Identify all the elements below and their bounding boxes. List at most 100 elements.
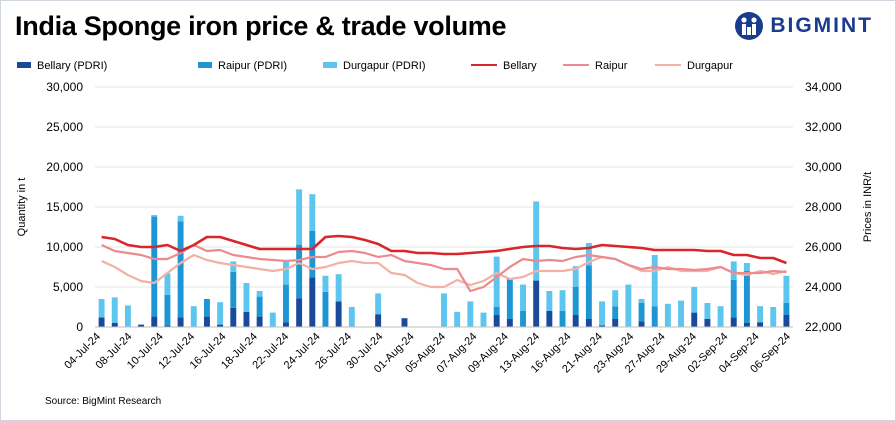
- bar-durgapur-pdri-6: [177, 215, 184, 222]
- bar-durgapur-pdri-2: [124, 305, 131, 327]
- bar-series: [98, 189, 790, 327]
- bar-durgapur-pdri-33: [533, 201, 540, 281]
- line-series: [101, 234, 787, 293]
- bar-durgapur-pdri-44: [678, 300, 685, 327]
- bar-raipur-pdri-49: [743, 271, 750, 323]
- bar-bellary-pdri-48: [730, 317, 737, 327]
- bar-durgapur-pdri-41: [638, 299, 645, 303]
- line-durgapur: [101, 253, 787, 289]
- bar-bellary-pdri-45: [691, 312, 698, 327]
- y-left-tick-label: 25,000: [46, 120, 83, 134]
- bar-bellary-pdri-6: [177, 317, 184, 327]
- bar-durgapur-pdri-43: [664, 303, 671, 327]
- bar-bellary-pdri-41: [638, 321, 645, 327]
- bar-durgapur-pdri-27: [454, 311, 461, 327]
- bar-raipur-pdri-31: [506, 279, 513, 319]
- bar-durgapur-pdri-35: [559, 290, 566, 311]
- bar-durgapur-pdri-51: [770, 307, 777, 327]
- bar-raipur-pdri-32: [520, 311, 526, 327]
- bar-bellary-pdri-46: [704, 319, 711, 327]
- y-right-tick-label: 26,000: [805, 240, 842, 254]
- bar-bellary-pdri-31: [506, 319, 513, 327]
- chart-canvas: Bellary (PDRI) Raipur (PDRI) Durgapur (PDR…: [16, 60, 874, 375]
- bar-bellary-pdri-3: [138, 324, 145, 327]
- gridlines: [95, 86, 793, 328]
- bar-durgapur-pdri-13: [269, 312, 276, 327]
- bar-durgapur-pdri-42: [651, 255, 658, 307]
- bar-durgapur-pdri-10: [230, 261, 237, 272]
- bar-durgapur-pdri-11: [243, 283, 250, 312]
- bar-durgapur-pdri-39: [612, 290, 619, 307]
- bar-raipur-pdri-15: [296, 244, 303, 299]
- axes: 0 22,000 5,000 24,000 10,000 26,000 15,000 28,0…: [16, 80, 874, 375]
- bar-bellary-pdri-8: [203, 316, 210, 327]
- legend-label-2: Durgapur (PDRI): [343, 60, 426, 72]
- bar-durgapur-pdri-26: [441, 293, 447, 327]
- legend-label-3: Bellary: [503, 60, 537, 72]
- source-note: Source: BigMint Research: [45, 396, 162, 407]
- bar-raipur-pdri-39: [612, 306, 619, 319]
- y-right-axis-title: Prices in INR/t: [862, 172, 874, 242]
- bar-durgapur-pdri-48: [730, 261, 737, 280]
- bar-bellary-pdri-38: [599, 325, 606, 327]
- y-left-tick-label: 5,000: [53, 280, 83, 294]
- y-left-axis-title: Quantity in t: [16, 178, 28, 237]
- bar-bellary-pdri-0: [98, 317, 105, 327]
- legend: Bellary (PDRI) Raipur (PDRI) Durgapur (PDR…: [17, 60, 733, 72]
- bar-bellary-pdri-18: [335, 301, 342, 327]
- bar-durgapur-pdri-52: [783, 275, 790, 303]
- line-bellary: [101, 234, 787, 265]
- bar-durgapur-pdri-4: [151, 215, 158, 217]
- bar-durgapur-pdri-18: [335, 274, 342, 302]
- bar-bellary-pdri-23: [401, 318, 408, 327]
- bar-raipur-pdri-37: [585, 265, 592, 319]
- bar-durgapur-pdri-28: [467, 301, 474, 327]
- bar-durgapur-pdri-5: [164, 273, 171, 295]
- bar-durgapur-pdri-49: [743, 263, 750, 271]
- bar-bellary-pdri-5: [164, 325, 171, 327]
- y-right-tick-label: 34,000: [805, 80, 842, 94]
- bar-raipur-pdri-36: [572, 287, 579, 315]
- bar-bellary-pdri-52: [783, 315, 790, 327]
- bar-raipur-pdri-52: [783, 303, 790, 315]
- bar-durgapur-pdri-12: [256, 291, 263, 297]
- y-right-tick-label: 30,000: [805, 160, 842, 174]
- bar-raipur-pdri-42: [651, 306, 658, 327]
- bar-durgapur-pdri-1: [111, 297, 118, 323]
- bar-bellary-pdri-30: [493, 315, 500, 327]
- y-left-tick-label: 15,000: [46, 200, 83, 214]
- bar-raipur-pdri-5: [164, 295, 171, 326]
- bar-raipur-pdri-48: [730, 279, 737, 318]
- y-left-tick-label: 30,000: [46, 80, 83, 94]
- bar-durgapur-pdri-7: [190, 306, 197, 327]
- bar-bellary-pdri-33: [533, 280, 540, 327]
- bar-bellary-pdri-15: [296, 298, 303, 327]
- y-left-tick-label: 0: [76, 320, 83, 334]
- bar-bellary-pdri-12: [256, 316, 263, 327]
- bar-bellary-pdri-16: [309, 277, 316, 327]
- bar-bellary-pdri-10: [230, 307, 237, 327]
- y-right-tick-label: 24,000: [805, 280, 842, 294]
- bar-durgapur-pdri-38: [599, 301, 606, 326]
- bar-bellary-pdri-49: [743, 323, 750, 327]
- bar-bellary-pdri-36: [572, 315, 579, 327]
- bar-raipur-pdri-35: [559, 311, 566, 327]
- bar-durgapur-pdri-16: [309, 194, 316, 231]
- bar-bellary-pdri-34: [546, 311, 553, 327]
- bar-bellary-pdri-1: [111, 323, 118, 327]
- bar-durgapur-pdri-34: [546, 291, 553, 311]
- bar-raipur-pdri-14: [282, 284, 289, 323]
- bar-durgapur-pdri-47: [717, 306, 724, 327]
- brand-name: BIGMINT: [770, 14, 873, 37]
- bigmint-logo-icon: [735, 12, 764, 40]
- bar-raipur-pdri-8: [203, 299, 210, 317]
- bar-bellary-pdri-14: [282, 322, 289, 327]
- bar-durgapur-pdri-0: [98, 299, 105, 318]
- bar-bellary-pdri-21: [375, 314, 382, 327]
- bar-raipur-pdri-10: [230, 271, 237, 308]
- legend-swatch-1: [198, 62, 212, 68]
- bar-raipur-pdri-41: [638, 303, 645, 322]
- bar-durgapur-pdri-40: [625, 284, 632, 327]
- bar-durgapur-pdri-46: [704, 303, 711, 319]
